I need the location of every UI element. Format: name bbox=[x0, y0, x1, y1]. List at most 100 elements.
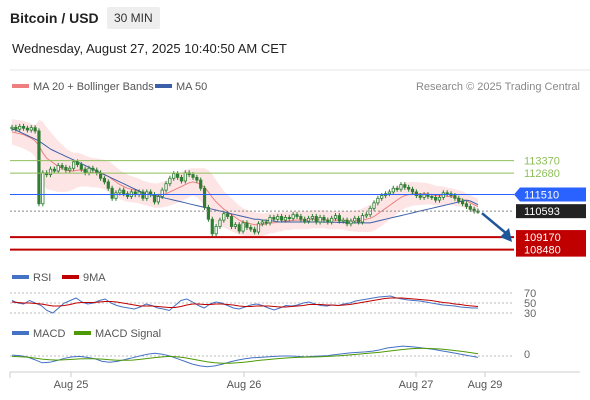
rsi-ma-legend-swatch bbox=[62, 275, 79, 279]
candle-body bbox=[437, 196, 442, 201]
candle-body bbox=[283, 217, 288, 221]
candle-body bbox=[64, 166, 68, 171]
candle-body bbox=[114, 192, 118, 199]
candle-body bbox=[229, 216, 234, 227]
candle-body bbox=[434, 196, 438, 201]
rsi-level-label: 30 bbox=[524, 308, 536, 320]
candle-body bbox=[272, 217, 276, 220]
candle-body bbox=[141, 191, 145, 199]
candle-body bbox=[191, 174, 195, 178]
candle-body bbox=[87, 167, 91, 174]
candle-body bbox=[245, 222, 249, 228]
candle-body bbox=[237, 224, 241, 232]
candle-body bbox=[164, 183, 168, 191]
candle-body bbox=[183, 172, 187, 182]
ma20-legend-label: MA 20 + Bollinger Bands bbox=[33, 81, 154, 93]
candle-body bbox=[279, 216, 284, 221]
price-tag-pivot bbox=[514, 187, 586, 202]
candle-body bbox=[249, 227, 253, 230]
macd-legend-swatch bbox=[12, 331, 29, 335]
rsi-legend-swatch bbox=[12, 275, 29, 279]
candle-body bbox=[95, 169, 99, 174]
x-axis: Aug 25 Aug 26 Aug 27 Aug 29 bbox=[54, 372, 503, 391]
candle-body bbox=[395, 187, 399, 190]
forecast-arrow-head bbox=[500, 227, 512, 242]
candle-body bbox=[430, 196, 434, 199]
instrument-title: Bitcoin / USD bbox=[10, 10, 99, 26]
timestamp: Wednesday, August 27, 2025 10:40:50 AM C… bbox=[12, 41, 287, 56]
macd-zero-label: 0 bbox=[524, 349, 530, 361]
candle-body bbox=[18, 125, 22, 130]
candle-body bbox=[68, 167, 72, 171]
candle-body bbox=[310, 216, 314, 219]
candle-body bbox=[357, 217, 361, 223]
candle-body bbox=[387, 191, 392, 195]
candle-body bbox=[345, 219, 349, 225]
candle-body bbox=[399, 184, 403, 190]
candle-body bbox=[176, 173, 180, 178]
candle-body bbox=[56, 165, 60, 172]
price-level-label: 112680 bbox=[524, 168, 560, 180]
candle-body bbox=[318, 217, 322, 223]
price-tag-last bbox=[516, 204, 586, 219]
candle-body bbox=[410, 188, 415, 193]
candle-body bbox=[353, 217, 357, 222]
ma50-legend-swatch bbox=[155, 84, 172, 88]
candle-body bbox=[364, 214, 368, 217]
price-tag-support bbox=[516, 242, 586, 257]
rsi-legend-label: RSI bbox=[33, 272, 51, 284]
candle-body bbox=[210, 218, 214, 235]
macd-legend-label: MACD bbox=[33, 328, 65, 340]
candle-body bbox=[453, 195, 457, 199]
candle-body bbox=[445, 192, 449, 195]
macd-signal-legend-label: MACD Signal bbox=[95, 328, 161, 340]
candle-body bbox=[41, 172, 45, 205]
macd-signal-line bbox=[11, 347, 479, 364]
candle-body bbox=[287, 217, 291, 220]
candle-body bbox=[418, 195, 422, 198]
candle-body bbox=[72, 161, 76, 169]
candle-body bbox=[60, 165, 64, 168]
price-level-label: 108480 bbox=[524, 245, 561, 257]
candle-body bbox=[333, 215, 338, 219]
candle-body bbox=[314, 216, 318, 223]
macd-line bbox=[11, 345, 479, 368]
candle-body bbox=[391, 187, 395, 193]
candle-body bbox=[226, 213, 230, 217]
candle-body bbox=[179, 176, 184, 182]
price-level-label: 109170 bbox=[524, 232, 561, 244]
candle-body bbox=[199, 179, 203, 189]
timeframe-badge[interactable]: 30 MIN bbox=[107, 7, 160, 29]
macd-legend: MACD MACD Signal bbox=[12, 328, 161, 340]
candle-body bbox=[372, 202, 376, 209]
candle-body bbox=[303, 218, 307, 222]
candle-body bbox=[110, 187, 114, 199]
candle-body bbox=[299, 216, 303, 220]
candle-body bbox=[14, 126, 18, 130]
rsi-level-label: 70 bbox=[524, 288, 536, 300]
candle-body bbox=[295, 214, 299, 217]
candle-body bbox=[360, 215, 365, 223]
candle-body bbox=[253, 228, 257, 233]
provider-credit: Research © 2025 Trading Central bbox=[416, 81, 580, 93]
candle-body bbox=[172, 173, 176, 179]
candle-body bbox=[152, 194, 157, 203]
rsi-level-label: 50 bbox=[524, 298, 536, 310]
x-tick-label: Aug 29 bbox=[468, 379, 503, 391]
candle-body bbox=[10, 126, 14, 129]
candle-body bbox=[206, 206, 211, 220]
candle-body bbox=[202, 187, 207, 208]
candle-body bbox=[52, 168, 56, 172]
macd-signal-legend-swatch bbox=[74, 331, 91, 335]
x-tick-label: Aug 25 bbox=[54, 379, 89, 391]
candle-body bbox=[264, 221, 268, 224]
candle-body bbox=[218, 219, 222, 227]
x-tick-label: Aug 27 bbox=[399, 379, 434, 391]
price-tag-support bbox=[516, 230, 586, 245]
forecast-arrow-shaft bbox=[481, 212, 508, 235]
price-legend: MA 20 + Bollinger Bands MA 50 bbox=[12, 81, 207, 93]
candle-body bbox=[91, 167, 95, 171]
